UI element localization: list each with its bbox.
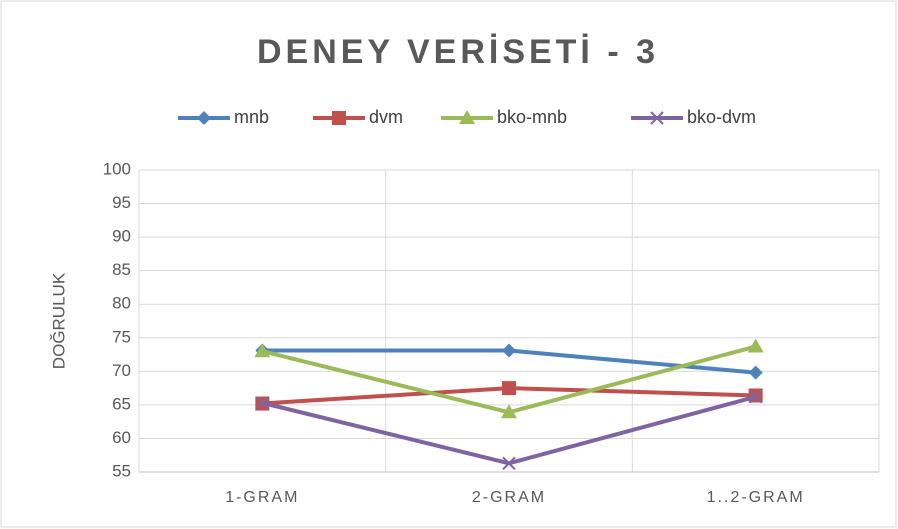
point [254, 343, 271, 358]
point [747, 338, 764, 353]
y-tick-label: 100 [103, 159, 131, 178]
y-tick-label: 85 [112, 260, 131, 279]
y-tick-label: 55 [112, 461, 131, 480]
point [748, 365, 763, 380]
y-tick-label: 75 [112, 327, 131, 346]
x-tick-label: 1-GRAM [225, 489, 299, 506]
legend-label: dvm [369, 107, 403, 127]
x-tick-label: 1..2-GRAM [707, 489, 805, 506]
point [502, 381, 516, 396]
point [255, 396, 270, 410]
y-tick-label: 65 [112, 394, 131, 413]
legend-label: bko-mnb [497, 107, 567, 127]
y-tick-label: 90 [112, 227, 131, 246]
chart-title: DENEY VERİSETİ - 3 [257, 33, 659, 71]
legend-label: bko-dvm [687, 107, 756, 127]
legend-marker [197, 111, 211, 125]
legend-marker [332, 111, 346, 125]
y-tick-label: 60 [112, 428, 131, 447]
legend-marker [459, 110, 475, 124]
x-tick-label: 2-GRAM [472, 489, 546, 506]
legend-marker [650, 111, 664, 125]
point [502, 343, 516, 358]
point [501, 404, 517, 419]
y-tick-label: 70 [112, 361, 131, 380]
point [748, 390, 763, 404]
y-axis-label: DOĞRULUK [49, 272, 68, 369]
y-tick-label: 95 [112, 193, 131, 212]
legend-label: mnb [234, 107, 269, 127]
y-tick-label: 80 [112, 294, 131, 313]
point [502, 456, 516, 470]
